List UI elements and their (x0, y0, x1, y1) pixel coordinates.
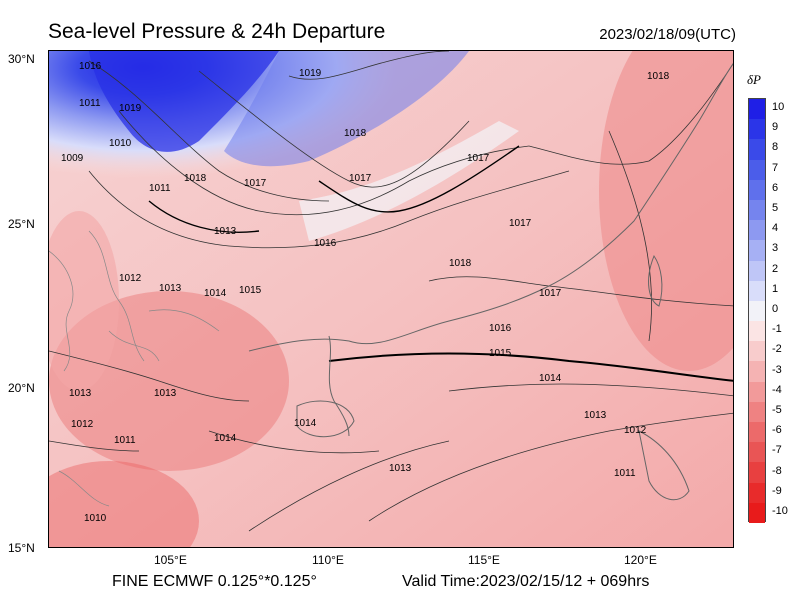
isobar-label: 1010 (84, 513, 107, 524)
isobar-label: 1019 (119, 103, 142, 114)
colorbar-tick-label: 4 (772, 222, 779, 235)
colorbar-tick-label: 2 (772, 262, 779, 275)
colorbar-swatch (749, 361, 765, 382)
colorbar-tick-label: -2 (772, 343, 782, 356)
colorbar-tick-label: -1 (772, 323, 782, 336)
colorbar-title: δP (747, 72, 761, 87)
colorbar-swatch (749, 422, 765, 443)
isobar-label: 1016 (489, 323, 512, 334)
colorbar-swatch (749, 401, 765, 422)
colorbar-tick-label: 6 (772, 181, 779, 194)
colorbar-tick-label: -4 (772, 383, 782, 396)
colorbar-tick-label: -9 (772, 484, 782, 497)
colorbar-swatch (749, 300, 765, 322)
colorbar-tick-label: 5 (772, 202, 779, 215)
colorbar-swatch (749, 462, 765, 483)
colorbar-swatch (749, 199, 765, 221)
lon-tick-label: 120°E (624, 553, 657, 567)
isobar-label: 1018 (184, 173, 207, 184)
colorbar-swatch (749, 220, 765, 241)
isobar-label: 1011 (114, 435, 136, 446)
isobar-label: 1009 (61, 153, 84, 164)
isobar-label: 1018 (344, 128, 367, 139)
colorbar-swatch (749, 179, 765, 200)
isobar-label: 1016 (314, 238, 337, 249)
colorbar-tick-label: -3 (772, 363, 782, 376)
isobar-label: 1013 (389, 463, 412, 474)
isobar-label: 1014 (294, 418, 317, 429)
isobar-label: 1017 (539, 288, 562, 299)
colorbar-swatch (749, 321, 765, 342)
lon-tick-label: 110°E (312, 553, 344, 567)
colorbar-swatch (749, 99, 765, 120)
isobar-label: 1017 (509, 218, 532, 229)
lat-tick-label: 20°N (8, 381, 35, 395)
isobar-label: 1014 (204, 288, 227, 299)
lon-tick-label: 115°E (468, 553, 500, 567)
isobar-label: 1014 (214, 433, 237, 444)
colorbar-tick-label: -7 (772, 444, 782, 457)
isobar-label: 1013 (154, 388, 177, 399)
isobar-label: 1011 (79, 98, 101, 109)
colorbar-tick-label: 0 (772, 303, 779, 315)
colorbar-tick-label: 7 (772, 161, 779, 174)
isobar-label: 1012 (624, 425, 647, 436)
colorbar-tick-label: 10 (772, 101, 785, 114)
isobar-label: 1011 (149, 183, 171, 194)
isobar-label: 1019 (299, 68, 322, 79)
isobar-label: 1013 (69, 388, 92, 399)
isobar-label: 1017 (349, 173, 372, 184)
lat-tick-label: 25°N (8, 217, 35, 231)
isobar-label: 1018 (647, 71, 670, 82)
lon-tick-label: 105°E (154, 553, 187, 567)
colorbar-swatch (749, 341, 765, 362)
isobar-label: 1016 (79, 61, 102, 72)
colorbar-tick-label: 1 (772, 282, 779, 295)
isobar-label: 1012 (119, 273, 142, 284)
colorbar-swatch (749, 119, 765, 140)
colorbar-swatch (749, 442, 765, 463)
lat-tick-label: 30°N (8, 52, 35, 66)
isobar-label: 1010 (109, 138, 132, 149)
isobar-label: 1013 (584, 410, 607, 421)
colorbar-swatch (749, 482, 765, 503)
colorbar-tick-label: 9 (772, 121, 779, 134)
colorbar-swatch (749, 260, 765, 281)
colorbar-tick-label: 8 (772, 141, 779, 154)
isobar-label: 1014 (539, 373, 562, 384)
colorbar-tick-label: 3 (772, 242, 779, 255)
colorbar (748, 98, 766, 523)
lat-tick-label: 15°N (8, 541, 35, 555)
colorbar-swatch (749, 502, 765, 523)
colorbar-tick-label: -5 (772, 403, 782, 416)
colorbar-swatch (749, 139, 765, 160)
colorbar-tick-label: -6 (772, 424, 782, 437)
colorbar-swatch (749, 159, 765, 180)
isobar-label: 1017 (244, 178, 267, 189)
colorbar-swatch (749, 381, 765, 402)
isobar-label: 1017 (467, 153, 490, 164)
chart-title: Sea-level Pressure & 24h Departure (48, 20, 386, 43)
colorbar-swatch (749, 240, 765, 261)
isobar-label: 1012 (71, 419, 94, 430)
pressure-map: 1016 1019 1019 1011 1010 1009 1018 1017 … (48, 50, 734, 548)
colorbar-tick-label: -10 (772, 504, 788, 517)
isobar-label: 1015 (239, 285, 262, 296)
isobar-label: 1013 (214, 226, 237, 237)
isobar-label: 1011 (614, 468, 636, 479)
isobar-label: 1015 (489, 348, 512, 359)
colorbar-tick-label: -8 (772, 464, 782, 477)
isobar-label: 1018 (449, 258, 472, 269)
colorbar-swatch (749, 280, 765, 301)
model-label: FINE ECMWF 0.125°*0.125° (112, 573, 317, 590)
valid-datetime: 2023/02/18/09(UTC) (599, 26, 736, 43)
valid-time-label: Valid Time:2023/02/15/12 + 069hrs (402, 573, 650, 590)
isobar-label: 1013 (159, 283, 182, 294)
